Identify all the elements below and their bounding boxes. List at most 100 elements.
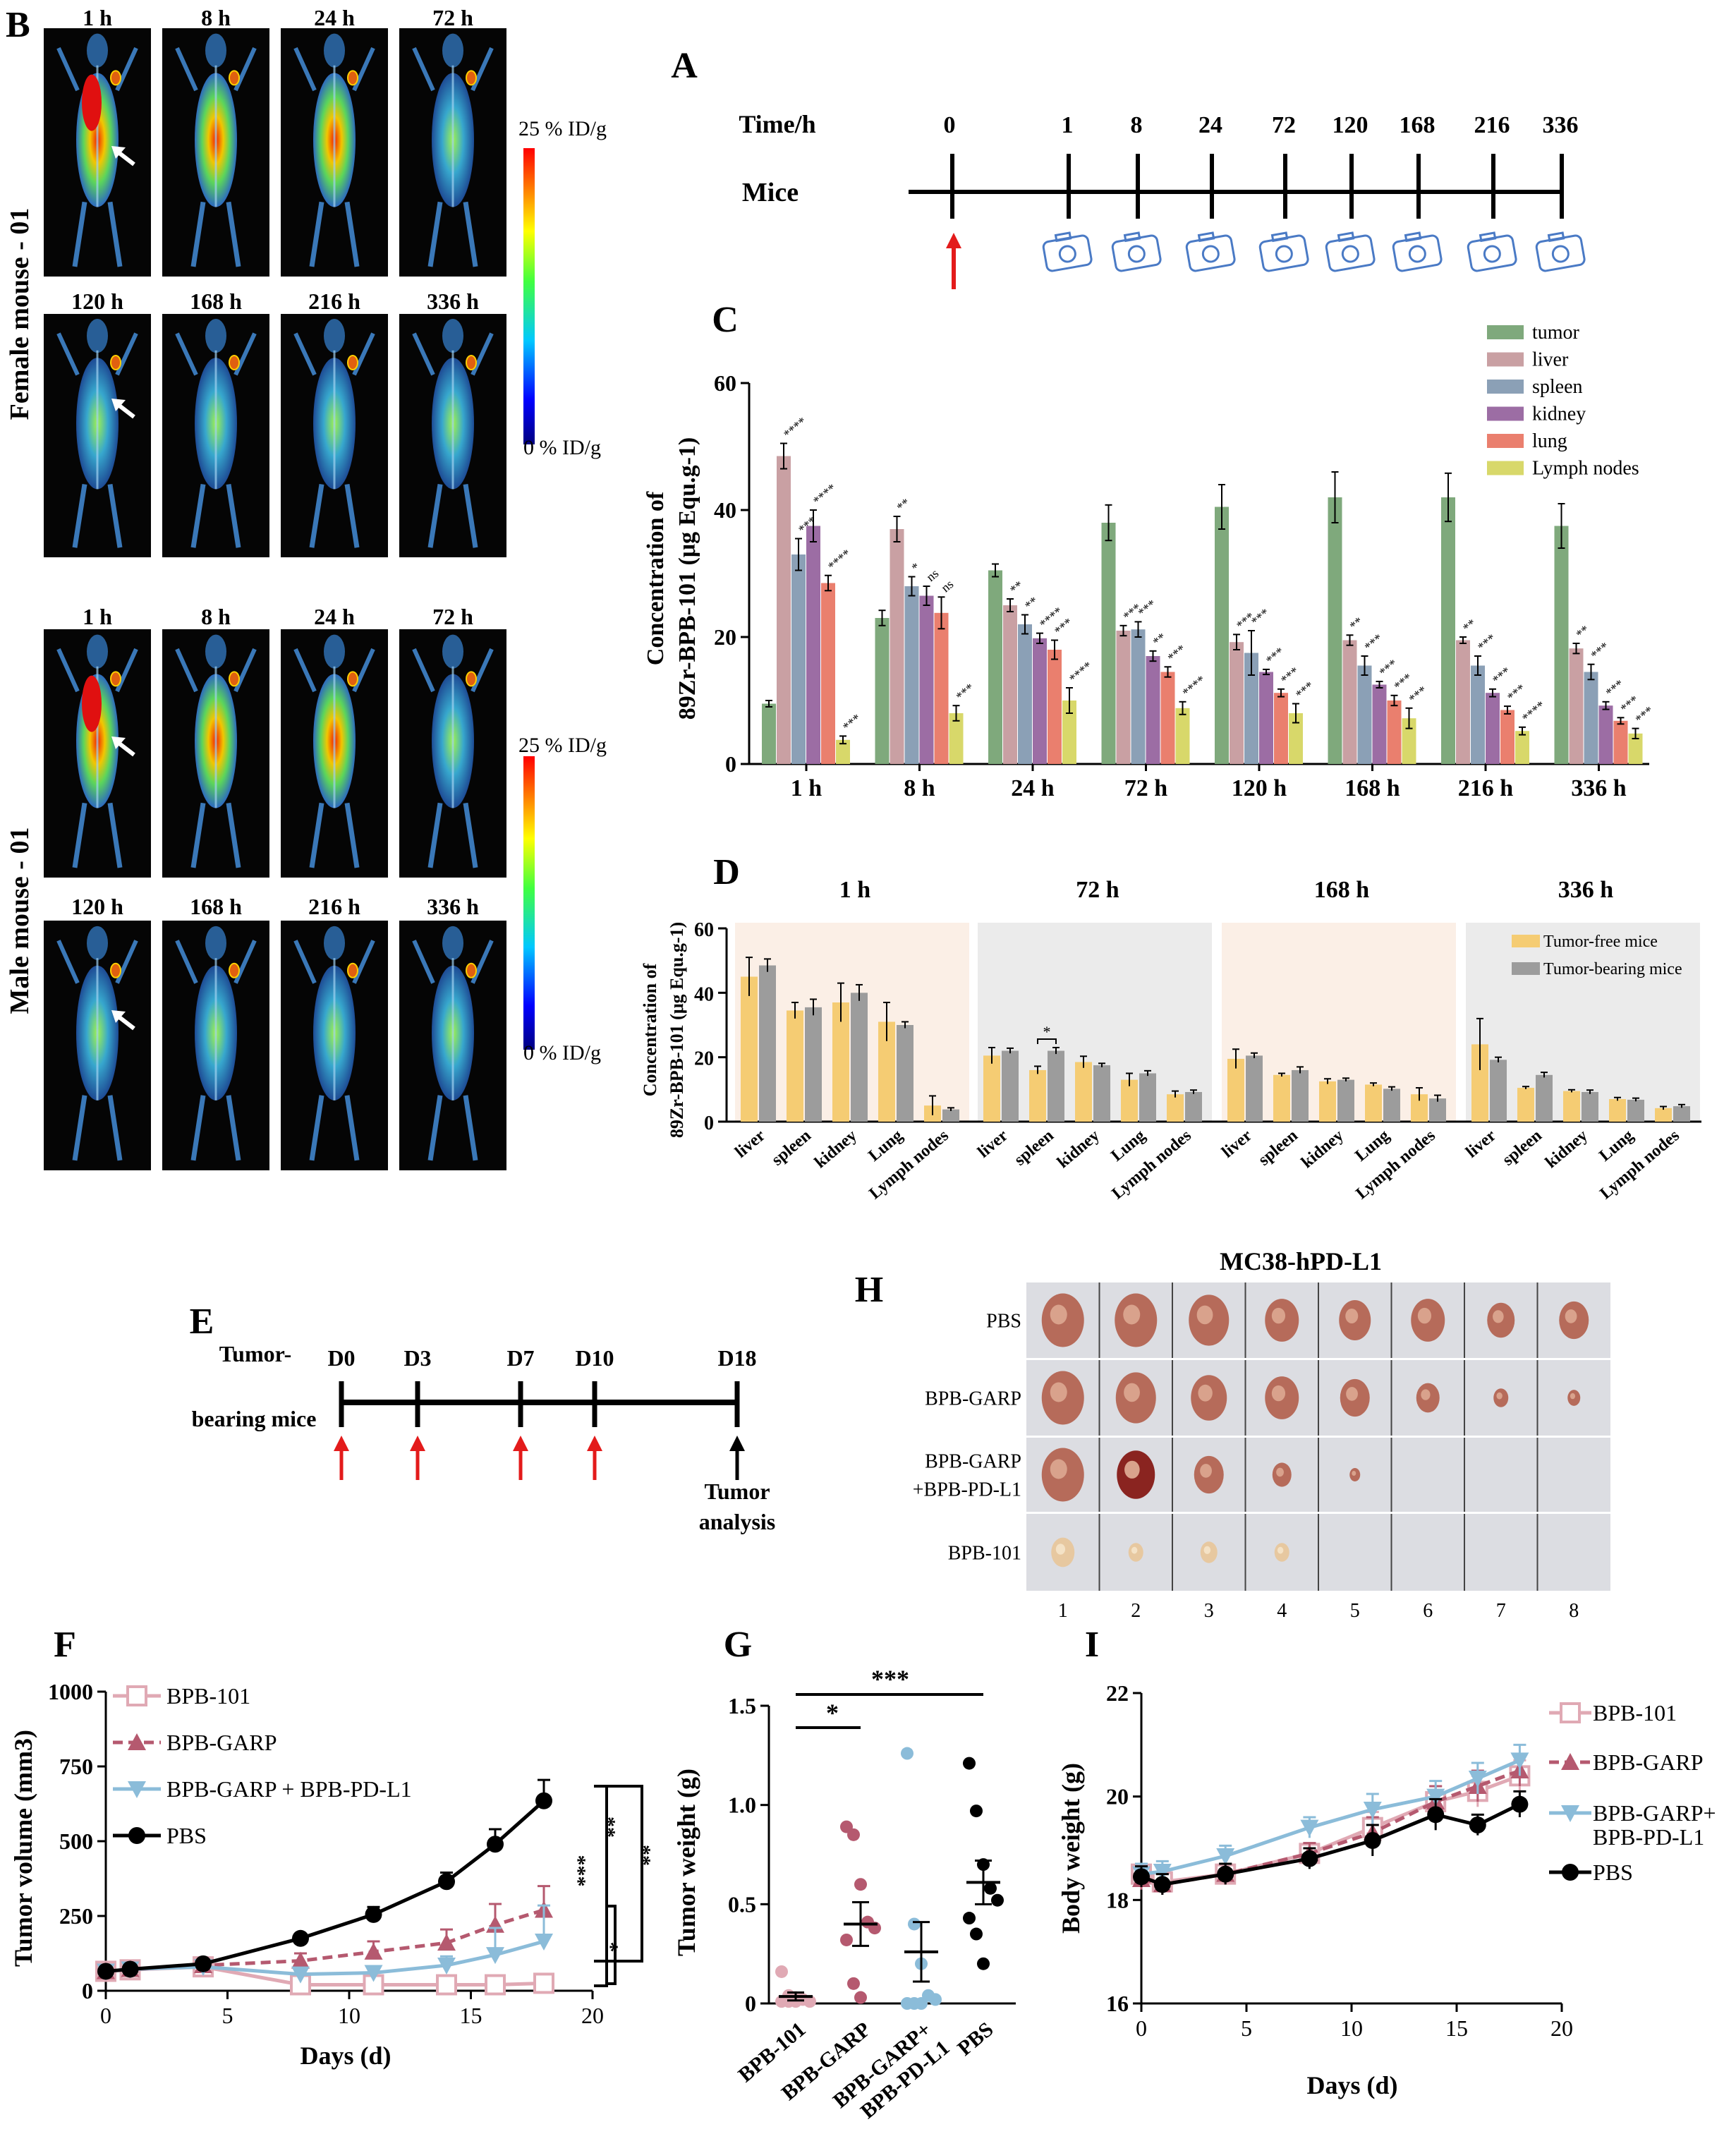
- legend-swatch: [1487, 380, 1524, 394]
- significance-marker: *: [826, 1699, 839, 1727]
- data-point: [977, 1957, 990, 1970]
- significance-marker: ****: [825, 546, 854, 573]
- data-point: [901, 1747, 913, 1760]
- mouse-hindlimbs: [190, 802, 241, 868]
- marker-circle: [1427, 1806, 1445, 1824]
- treatment-day-label: D10: [575, 1345, 614, 1371]
- bar-tumor-bearing: [942, 1109, 959, 1122]
- x-tick-label: 15: [460, 2003, 482, 2028]
- mouse-head: [324, 33, 345, 68]
- tumor-highlight: [1196, 1305, 1213, 1325]
- y-tick-label: 40: [694, 983, 714, 1005]
- color-scale-bar: [523, 756, 535, 1050]
- mouse-forelimbs: [412, 47, 494, 92]
- data-point: [970, 1927, 983, 1941]
- timeline-tick-label: 1: [1062, 112, 1074, 138]
- legend-label: BPB-GARP: [166, 1730, 277, 1755]
- bar-lymph-nodes: [1515, 731, 1529, 764]
- mouse-head: [442, 634, 463, 669]
- tumor-column-label: 2: [1131, 1600, 1141, 1622]
- marker-circle: [128, 1827, 145, 1844]
- chart-d-organ-label: Lymph nodes: [1352, 1127, 1438, 1203]
- marker-triangle: [128, 1733, 146, 1750]
- marker-triangle-down: [128, 1781, 146, 1798]
- female-mouse-label: Female mouse - 01: [5, 208, 35, 420]
- bar-tumor-free: [1609, 1099, 1626, 1122]
- white-arrow-head: [111, 736, 126, 749]
- timeline-tick-label: 24: [1198, 112, 1222, 138]
- legend-label: BPB-101: [1593, 1700, 1677, 1726]
- mouse-forelimbs: [56, 47, 138, 92]
- marker-triangle-down: [291, 1966, 310, 1984]
- legend-label: BPB-PD-L1: [1593, 1824, 1704, 1850]
- chart-d-organ-label: Lymph nodes: [1596, 1127, 1682, 1203]
- mouse-head: [442, 926, 463, 960]
- marker-circle: [535, 1792, 552, 1809]
- tumor-row-label: BPB-GARP: [925, 1451, 1021, 1473]
- mouse-forelimbs: [293, 332, 375, 376]
- tumor-hotspot: [110, 962, 121, 978]
- bar-lung: [1500, 710, 1515, 764]
- bar-lymph-nodes: [1289, 713, 1303, 764]
- y-tick-label: 0: [82, 1978, 93, 2003]
- camera-body: [1258, 234, 1309, 272]
- tumor-hotspot: [466, 70, 477, 86]
- bar-lung: [1387, 701, 1402, 764]
- significance-marker: ***: [1490, 664, 1514, 687]
- data-point: [963, 1912, 976, 1925]
- mouse-head: [87, 33, 108, 68]
- significance-marker: ns: [923, 566, 941, 584]
- mouse-hindlimbs: [427, 201, 478, 267]
- y-tick-label: 20: [694, 1048, 714, 1070]
- panel-e-label: E: [190, 1302, 214, 1342]
- y-tick-label: 0: [725, 751, 736, 777]
- bar-tumor: [1215, 507, 1229, 764]
- tumor-highlight: [1276, 1467, 1284, 1477]
- legend-label: BPB-GARP + BPB-PD-L1: [166, 1776, 412, 1802]
- pet-time-label: 120 h: [71, 894, 123, 919]
- mouse-forelimbs: [412, 332, 494, 376]
- tumor-column-label: 5: [1350, 1600, 1360, 1622]
- bar-tumor: [1101, 523, 1116, 764]
- significance-marker: ***: [840, 711, 864, 734]
- mouse-hindlimbs: [190, 201, 241, 267]
- pet-time-label: 1 h: [83, 604, 112, 629]
- data-point: [854, 1991, 867, 2004]
- marker-triangle-down: [1510, 1752, 1529, 1770]
- mouse-forelimbs: [175, 47, 257, 92]
- bar-kidney: [919, 595, 934, 764]
- chart-c-category-label: 72 h: [1124, 775, 1168, 801]
- tumor-hotspot: [347, 355, 358, 370]
- marker-circle: [292, 1929, 309, 1947]
- bar-tumor-bearing: [897, 1025, 913, 1122]
- panel-e-left-label-1: Tumor-: [219, 1341, 292, 1366]
- camera-body: [1535, 234, 1586, 272]
- mouse-forelimbs: [293, 47, 375, 92]
- camera-lens: [1408, 245, 1426, 263]
- mouse-forelimbs: [412, 940, 494, 984]
- timeline-tick-label: 336: [1543, 112, 1579, 138]
- mouse-head: [442, 319, 463, 353]
- significance-marker: **: [1347, 614, 1366, 633]
- chart-d-organ-label: spleen: [1499, 1127, 1546, 1170]
- mouse-head: [442, 33, 463, 68]
- white-arrow-head: [111, 146, 126, 159]
- camera-icon: [1185, 231, 1236, 272]
- significance-marker: ****: [811, 481, 839, 508]
- data-point: [929, 1993, 942, 2006]
- marker-square: [533, 1972, 554, 1994]
- tumor-highlight: [1050, 1382, 1067, 1402]
- significance-marker: ***: [1361, 631, 1385, 654]
- camera-icon: [1111, 231, 1162, 272]
- marker-triangle: [1561, 1753, 1579, 1770]
- legend-label: Tumor-bearing mice: [1543, 960, 1682, 978]
- bar-kidney: [1486, 693, 1500, 764]
- chart-d-organ-label: kidney: [1542, 1127, 1591, 1172]
- significance-marker: ***: [1165, 642, 1189, 665]
- legend-swatch: [1487, 325, 1524, 339]
- x-tick-label: 10: [338, 2003, 360, 2028]
- mouse-hindlimbs: [309, 483, 360, 548]
- panel-d-label: D: [713, 852, 740, 892]
- legend-label: PBS: [1593, 1860, 1633, 1885]
- marker-circle: [121, 1960, 139, 1978]
